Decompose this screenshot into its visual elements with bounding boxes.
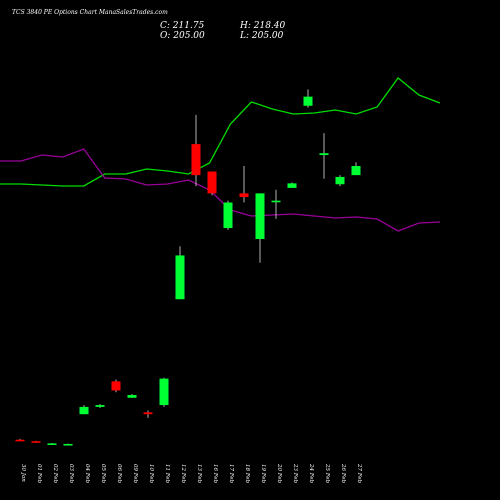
high-value: H: 218.40: [240, 21, 286, 31]
candle-19: [319, 133, 329, 179]
candle-5: [95, 404, 105, 408]
indicator-line-1: [0, 77, 441, 187]
x-tick-label-16: 20 Feb: [276, 463, 282, 484]
candle-body-15: [255, 193, 265, 239]
candle-body-5: [95, 405, 105, 407]
candle-10: [175, 246, 185, 300]
candle-body-16: [271, 200, 281, 203]
x-tick-label-6: 06 Feb: [116, 464, 122, 484]
candle-18: [303, 89, 313, 108]
x-tick-label-5: 05 Feb: [100, 464, 106, 484]
x-tick-label-0: 30 Jan: [20, 464, 26, 482]
candle-body-11: [191, 144, 201, 176]
candle-body-17: [287, 183, 297, 188]
candle-2: [47, 443, 57, 445]
candle-body-8: [143, 412, 153, 415]
candle-21: [351, 162, 361, 176]
x-tick-label-18: 24 Feb: [308, 463, 314, 484]
x-tick-label-17: 23 Feb: [292, 463, 298, 484]
x-tick-label-10: 12 Feb: [180, 464, 186, 484]
candle-body-20: [335, 176, 345, 185]
candle-body-1: [31, 441, 41, 443]
x-tick-label-7: 09 Feb: [132, 464, 138, 484]
candle-12: [207, 171, 217, 196]
indicator-line-2: [0, 148, 440, 232]
candle-body-9: [159, 378, 169, 406]
candle-body-18: [303, 96, 313, 106]
candle-body-19: [319, 153, 329, 156]
x-tick-label-9: 11 Feb: [164, 464, 170, 484]
candle-15: [255, 193, 265, 263]
x-tick-label-4: 04 Feb: [84, 464, 90, 484]
candle-body-12: [207, 171, 217, 194]
candle-11: [191, 114, 201, 187]
x-tick-label-1: 01 Feb: [36, 464, 42, 484]
open-value: O: 205.00: [160, 31, 205, 41]
candle-17: [287, 182, 297, 188]
candle-0: [15, 438, 25, 442]
x-tick-label-19: 25 Feb: [324, 463, 330, 484]
candle-body-7: [127, 395, 137, 398]
x-tick-label-8: 10 Feb: [148, 464, 154, 484]
candle-body-6: [111, 381, 121, 391]
candle-body-10: [175, 255, 185, 300]
candle-1: [31, 440, 41, 443]
candle-body-3: [63, 443, 73, 446]
close-value: C: 211.75: [160, 21, 205, 31]
candle-9: [159, 377, 169, 407]
candle-8: [143, 410, 153, 418]
x-tick-label-20: 26 Feb: [340, 463, 346, 484]
candle-body-2: [47, 443, 57, 445]
x-tick-label-12: 16 Feb: [212, 464, 218, 484]
x-tick-label-21: 27 Feb: [356, 463, 362, 484]
candle-body-14: [239, 193, 249, 198]
low-value: L: 205.00: [240, 31, 284, 41]
candle-body-21: [351, 166, 361, 176]
candle-body-0: [15, 439, 25, 442]
candle-3: [63, 443, 73, 446]
indicator-lines: [0, 77, 441, 232]
x-tick-label-15: 19 Feb: [260, 464, 266, 484]
x-tick-label-14: 18 Feb: [244, 464, 250, 484]
candle-14: [239, 166, 249, 203]
candle-6: [111, 379, 121, 393]
x-tick-label-11: 13 Feb: [196, 464, 202, 484]
candle-body-13: [223, 202, 233, 229]
candle-20: [335, 175, 345, 187]
x-axis-labels: 30 Jan 01 Feb 02 Feb 03 Feb 04 Feb 05 Feb 06 F…: [20, 463, 362, 484]
candle-16: [271, 189, 281, 219]
x-tick-label-3: 03 Feb: [68, 464, 74, 484]
x-tick-label-2: 02 Feb: [52, 464, 58, 484]
candle-13: [223, 200, 233, 230]
x-tick-label-13: 17 Feb: [228, 464, 234, 484]
candle-body-4: [79, 406, 89, 415]
chart-title: TCS 3840 PE Options Chart ManaSalesTrade…: [12, 9, 168, 16]
candles-group: [15, 89, 361, 446]
candle-7: [127, 394, 137, 398]
candle-4: [79, 405, 89, 415]
